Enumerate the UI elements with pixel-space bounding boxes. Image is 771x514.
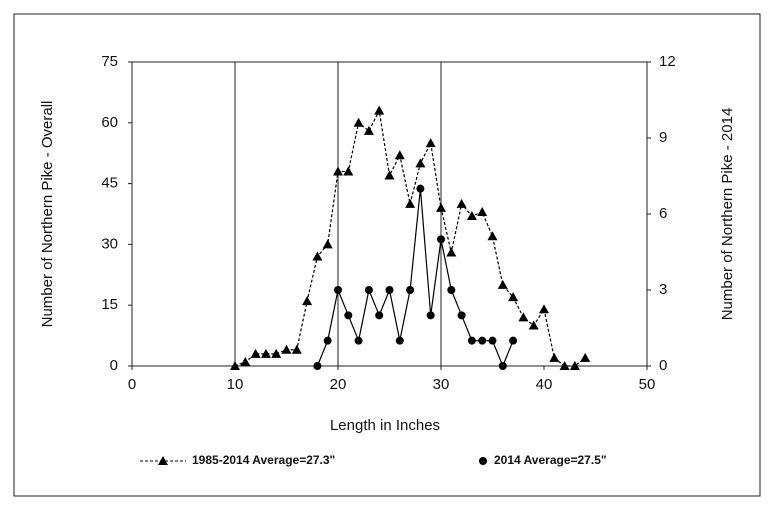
legend-marker <box>158 456 168 465</box>
y-tick-label: 75 <box>101 53 118 70</box>
point <box>385 286 394 294</box>
y-tick-label: 0 <box>110 357 118 374</box>
point <box>478 336 487 345</box>
point <box>415 158 426 168</box>
y2-axis-label: Number of Northern Pike - 2014 <box>719 108 736 321</box>
y2-tick-label: 12 <box>659 53 676 70</box>
legend-label: 2014 Average=27.5" <box>494 453 607 467</box>
point <box>353 117 364 127</box>
y2-tick-label: 3 <box>659 281 667 298</box>
point <box>477 206 488 216</box>
point <box>354 336 363 345</box>
point <box>437 235 445 244</box>
point <box>364 286 373 294</box>
y-tick-label: 45 <box>101 175 118 192</box>
x-tick-label: 0 <box>128 376 136 393</box>
x-tick-label: 10 <box>227 376 244 393</box>
point <box>260 348 271 358</box>
point <box>344 311 353 320</box>
y-tick-label: 15 <box>101 296 118 313</box>
point <box>302 296 313 306</box>
point <box>549 352 560 362</box>
x-tick-label: 30 <box>433 376 450 393</box>
point <box>406 286 415 294</box>
point <box>323 336 332 345</box>
point <box>457 311 466 320</box>
point <box>539 304 549 314</box>
point <box>395 336 404 345</box>
point <box>322 239 333 249</box>
x-tick-label: 20 <box>330 376 347 393</box>
legend-marker <box>479 457 487 465</box>
x-axis-label: Length in Inches <box>330 417 440 434</box>
point <box>487 231 498 241</box>
point <box>230 361 240 370</box>
point <box>250 348 261 358</box>
point <box>374 105 385 115</box>
point <box>312 251 323 261</box>
point <box>559 361 570 370</box>
point <box>363 125 374 135</box>
point <box>436 202 446 212</box>
point <box>447 286 456 294</box>
point <box>518 312 529 322</box>
point <box>291 344 302 354</box>
legend-label: 1985-2014 Average=27.3" <box>192 453 335 467</box>
frame <box>13 13 761 497</box>
point <box>416 184 425 193</box>
y-axis-label: Number of Northern Pike - Overall <box>39 101 56 328</box>
y2-tick-label: 0 <box>659 357 667 374</box>
y-tick-label: 60 <box>101 114 118 131</box>
point <box>426 311 435 320</box>
point <box>271 348 282 358</box>
x-tick-label: 40 <box>536 376 553 393</box>
point <box>467 336 476 345</box>
y2-tick-label: 6 <box>659 205 667 222</box>
point <box>498 362 507 370</box>
point <box>343 166 354 176</box>
point <box>394 150 405 160</box>
point <box>569 361 580 370</box>
plot-area <box>131 61 648 367</box>
point <box>405 198 416 208</box>
point <box>281 344 292 354</box>
point <box>509 336 518 345</box>
point <box>240 356 251 366</box>
y2-tick-label: 9 <box>659 129 667 146</box>
point <box>466 211 477 221</box>
point <box>528 320 539 330</box>
point <box>456 198 467 208</box>
point <box>313 362 322 370</box>
point <box>425 138 436 148</box>
point <box>580 352 591 362</box>
point <box>334 286 342 294</box>
point <box>488 336 497 345</box>
point <box>446 247 457 257</box>
point <box>333 166 343 176</box>
point <box>375 311 384 320</box>
point <box>508 292 519 302</box>
point <box>497 279 508 289</box>
x-tick-label: 50 <box>639 376 656 393</box>
y-tick-label: 30 <box>101 235 118 252</box>
point <box>384 170 395 180</box>
